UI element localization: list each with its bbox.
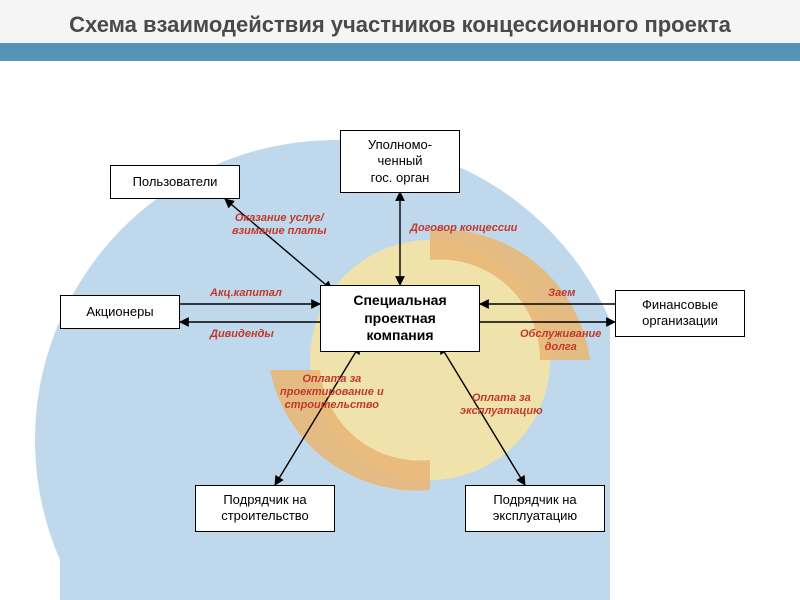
node-build: Подрядчик на строительство <box>195 485 335 532</box>
node-fin: Финансовые организации <box>615 290 745 337</box>
node-spc: Специальная проектная компания <box>320 285 480 352</box>
node-share: Акционеры <box>60 295 180 329</box>
edge-label: Акц.капитал <box>210 287 282 300</box>
edge-label: Оплата запроектирование истроительство <box>280 373 384 413</box>
node-gov: Уполномо-ченныйгос. орган <box>340 130 460 193</box>
node-users: Пользователи <box>110 165 240 199</box>
node-oper: Подрядчик на эксплуатацию <box>465 485 605 532</box>
edge-label: Договор концессии <box>410 222 517 235</box>
edge-label: Заем <box>548 287 575 300</box>
edge-label: Оказание услуг/взимание платы <box>232 212 326 238</box>
title-underline <box>0 43 800 61</box>
edge-label: Дивиденды <box>210 328 274 341</box>
edge-label: Оплата заэксплуатацию <box>460 392 543 418</box>
diagram-canvas: Специальная проектная компания Пользовате… <box>0 0 800 600</box>
edge-label: Обслуживаниедолга <box>520 328 601 354</box>
page-title: Схема взаимодействия участников концесси… <box>0 12 800 43</box>
title-bar: Схема взаимодействия участников концесси… <box>0 0 800 61</box>
